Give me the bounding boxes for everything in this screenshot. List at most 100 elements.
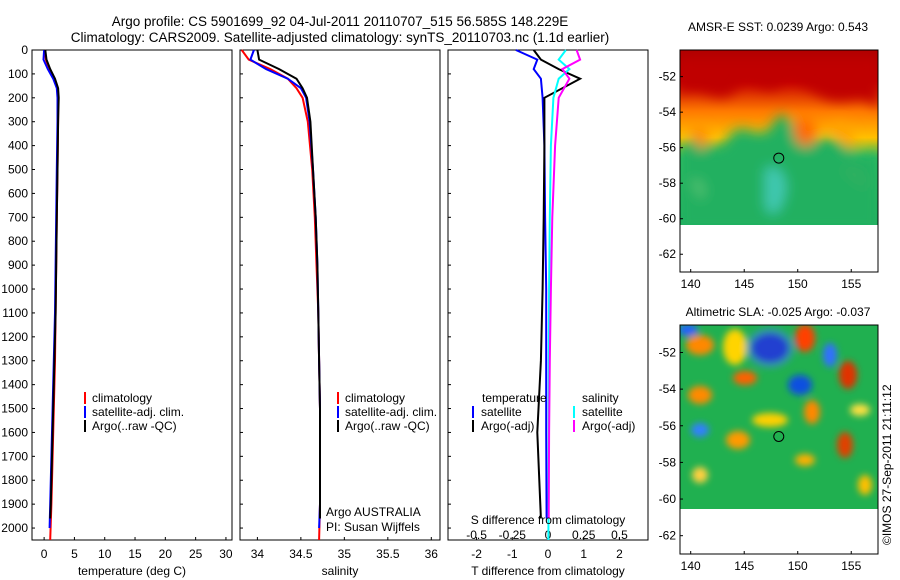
- y-tick-label: 1300: [1, 354, 28, 368]
- legend-label-satellite: satellite-adj. clim.: [345, 405, 437, 419]
- salinity-plot-frame: [239, 49, 441, 541]
- s-difference-label: S difference from climatology: [471, 513, 626, 527]
- argo-float-marker: [773, 152, 785, 164]
- y-tick-label: 1800: [1, 473, 28, 487]
- sst-map-panel: AMSR-E SST: 0.0239 Argo: 0.543 140 145 150…: [659, 20, 879, 291]
- difference-profiles: [515, 49, 583, 541]
- salinity-x-ticks: 34 34.5 35 35.5 36: [251, 537, 439, 561]
- sla-map-panel: Altimetric SLA: -0.025 Argo: -0.037: [659, 305, 879, 573]
- y-tick-label: 400: [8, 139, 28, 153]
- s-tick-label: 0.5: [611, 528, 628, 542]
- s-tick-label: -0.25: [499, 528, 527, 542]
- sst-heatmap: [680, 50, 878, 225]
- x-tick-label: 35.5: [376, 547, 400, 561]
- difference-s-x-ticks: -0.5 -0.25 0 0.25 0.5: [466, 528, 628, 542]
- x-tick-label: 0: [545, 547, 552, 561]
- map-x-tick-label: 145: [734, 277, 754, 291]
- map-y-tick-label: -54: [659, 382, 677, 396]
- map-y-tick-label: -60: [659, 492, 677, 506]
- y-tick-label: 1400: [1, 378, 28, 392]
- legend-label-s-argo: Argo(-adj): [582, 419, 635, 433]
- y-tick-label: 1000: [1, 282, 28, 296]
- map-y-tick-label: -52: [659, 345, 677, 359]
- legend-title-salinity: salinity: [582, 391, 619, 405]
- x-tick-label: 34: [251, 547, 265, 561]
- sla-map-ticks: 140 145 150 155 -52 -54 -56 -58 -60 -62: [659, 345, 862, 573]
- map-x-tick-label: 150: [788, 559, 808, 573]
- x-tick-label: 15: [128, 547, 142, 561]
- x-tick-label: 25: [189, 547, 203, 561]
- y-tick-label: 1100: [2, 306, 28, 320]
- y-tick-label: 200: [8, 91, 28, 105]
- y-tick-label: 1900: [1, 497, 28, 511]
- sla-heatmap: [680, 325, 878, 509]
- principal-investigator-label: PI: Susan Wijffels: [326, 520, 420, 534]
- y-tick-label: 600: [8, 186, 28, 200]
- map-y-tick-label: -62: [659, 529, 677, 543]
- temperature-x-ticks: 0 5 10 15 20 25 30: [41, 537, 233, 561]
- temperature-plot-frame: [31, 49, 233, 541]
- y-tick-label: 300: [8, 115, 28, 129]
- difference-panel: -2 -1 0 1 2 -0.5 -0.25 0 0.25 0.5 S difference f…: [447, 49, 649, 578]
- map-y-tick-label: -56: [659, 419, 677, 433]
- map-y-tick-label: -54: [659, 105, 677, 119]
- map-x-tick-label: 150: [788, 277, 808, 291]
- x-tick-label: 0: [41, 547, 48, 561]
- salinity-panel: 34 34.5 35 35.5 36 salinity climatology sate…: [239, 49, 441, 578]
- map-x-tick-label: 140: [681, 559, 701, 573]
- y-tick-label: 1600: [1, 425, 28, 439]
- argo-float-marker: [773, 430, 785, 442]
- x-tick-label: -1: [507, 547, 518, 561]
- legend-label-argo: Argo(..raw -QC): [345, 419, 430, 433]
- figure-title-line2: Climatology: CARS2009. Satellite-adjuste…: [71, 30, 610, 45]
- map-y-tick-label: -52: [659, 70, 677, 84]
- figure-title-line1: Argo profile: CS 5901699_92 04-Jul-2011 …: [112, 14, 569, 29]
- map-y-tick-label: -60: [659, 212, 677, 226]
- legend-label-satellite: satellite-adj. clim.: [92, 405, 184, 419]
- y-tick-label: 0: [21, 43, 28, 57]
- x-tick-label: 34.5: [289, 547, 313, 561]
- series-line-t-argo-adj-: [532, 49, 583, 519]
- t-difference-label: T difference from climatology: [471, 564, 625, 578]
- x-tick-label: 1: [580, 547, 587, 561]
- s-tick-label: 0.25: [572, 528, 596, 542]
- map-x-tick-label: 145: [734, 559, 754, 573]
- x-tick-label: 30: [219, 547, 233, 561]
- map-y-tick-label: -58: [659, 455, 677, 469]
- legend-label-climatology: climatology: [92, 391, 152, 405]
- sla-map-frame: [679, 324, 879, 555]
- imos-timestamp: ©IMOS 27-Sep-2011 21:11:12: [880, 384, 894, 545]
- y-tick-label: 1700: [1, 449, 28, 463]
- x-tick-label: 36: [425, 547, 439, 561]
- map-y-tick-label: -58: [659, 176, 677, 190]
- sst-map-title: AMSR-E SST: 0.0239 Argo: 0.543: [688, 20, 868, 34]
- x-tick-label: 5: [71, 547, 78, 561]
- y-tick-label: 2000: [1, 521, 28, 535]
- series-line-argo-raw-qc-: [44, 49, 60, 519]
- legend-label-argo: Argo(..raw -QC): [92, 419, 177, 433]
- float-program-label: Argo AUSTRALIA: [326, 505, 421, 519]
- legend-label-s-satellite: satellite: [582, 405, 623, 419]
- y-tick-label: 900: [8, 258, 28, 272]
- map-y-tick-label: -56: [659, 141, 677, 155]
- map-x-tick-label: 155: [841, 277, 861, 291]
- series-line-s-argo-adj-: [547, 49, 582, 519]
- temperature-x-label: temperature (deg C): [78, 564, 186, 578]
- x-tick-label: 10: [98, 547, 112, 561]
- temperature-y-ticks: 0 100 200 300 400 500 600 700 800 900 1000 1100 1200…: [1, 43, 451, 535]
- y-tick-label: 1500: [1, 402, 28, 416]
- map-x-tick-label: 155: [841, 559, 861, 573]
- x-tick-label: 20: [159, 547, 173, 561]
- map-y-tick-label: -62: [659, 247, 677, 261]
- x-tick-label: 35: [338, 547, 352, 561]
- legend-title-temperature: temperature: [482, 391, 547, 405]
- temperature-legend: climatology satellite-adj. clim. Argo(..…: [84, 391, 184, 433]
- temperature-profiles: [42, 49, 60, 541]
- legend-label-t-satellite: satellite: [481, 405, 522, 419]
- series-line-climatology: [240, 49, 321, 541]
- s-tick-label: -0.5: [466, 528, 487, 542]
- sst-map-frame: [679, 49, 879, 273]
- y-tick-label: 100: [8, 67, 28, 81]
- difference-legend-salinity: salinity satellite Argo(-adj): [573, 391, 635, 433]
